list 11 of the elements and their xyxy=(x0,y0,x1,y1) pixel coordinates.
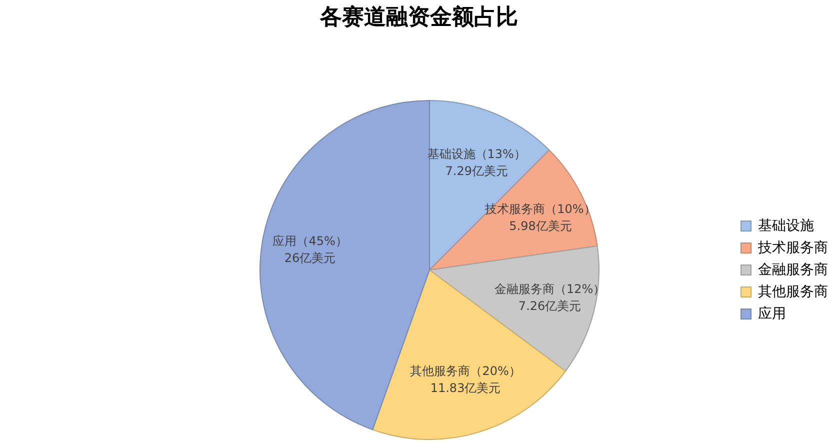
legend-label: 金融服务商 xyxy=(758,260,828,277)
legend-label: 应用 xyxy=(758,304,786,321)
data-label: 技术服务商（10%） 5.98亿美元 xyxy=(484,202,596,234)
legend-label: 基础设施 xyxy=(758,216,814,233)
legend-label: 技术服务商 xyxy=(757,238,828,255)
chart-title: 各赛道融资金额占比 xyxy=(318,3,519,32)
data-label: 其他服务商（20%） 11.83亿美元 xyxy=(410,364,521,395)
legend-label: 其他服务商 xyxy=(758,282,828,299)
data-label: 金融服务商（12%） 7.26亿美元 xyxy=(494,282,606,313)
data-label: 应用（45%） 26亿美元 xyxy=(272,234,348,265)
data-label: 基础设施（13%） 7.29亿美元 xyxy=(427,147,526,178)
